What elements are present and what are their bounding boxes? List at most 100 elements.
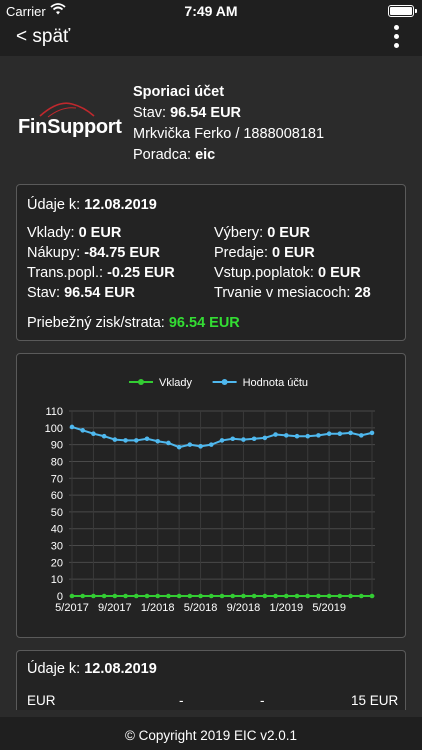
back-button[interactable]: < späť (16, 26, 71, 47)
data-point (112, 593, 118, 599)
y-tick-label: 40 (51, 524, 63, 536)
data-point (337, 593, 343, 599)
data-point (187, 442, 193, 447)
summary-card: Údaje k: 12.08.2019 Vklady: 0 EUR Výbery… (16, 184, 406, 341)
y-tick-label: 20 (51, 557, 63, 569)
data-point (219, 593, 225, 599)
data-point (230, 436, 236, 442)
footer: © Copyright 2019 EIC v2.0.1 (0, 717, 422, 750)
detail-card: Údaje k: 12.08.2019 EUR - - 15 EUR (16, 650, 406, 710)
data-point (133, 593, 139, 599)
data-point (369, 430, 375, 436)
data-point (241, 437, 246, 442)
data-point (316, 593, 321, 599)
data-point (316, 433, 321, 438)
data-point (294, 593, 300, 599)
legend-marker (221, 379, 228, 385)
data-point (187, 593, 193, 599)
y-tick-label: 110 (45, 406, 63, 418)
y-tick-label: 100 (45, 423, 63, 435)
data-point (176, 444, 182, 450)
data-point (208, 593, 214, 599)
data-point (348, 430, 353, 436)
data-point (262, 593, 268, 599)
detail-currency: EUR (27, 693, 56, 708)
data-point (69, 424, 75, 430)
data-point (348, 593, 353, 599)
nav-bar: < späť (0, 22, 422, 56)
y-tick-label: 60 (51, 490, 63, 502)
sales: Predaje: 0 EUR (214, 245, 315, 261)
data-point (230, 593, 236, 599)
y-tick-label: 30 (51, 541, 63, 553)
data-point (369, 593, 375, 599)
logo-text: FinSupport (18, 116, 122, 138)
status-bar: Carrier 7:49 AM (0, 0, 422, 22)
purchases: Nákupy: -84.75 EUR (27, 245, 160, 261)
detail-cell: - (179, 693, 184, 708)
data-point (294, 433, 300, 439)
x-tick-label: 1/2018 (141, 602, 175, 614)
y-tick-label: 70 (51, 473, 63, 485)
y-tick-label: 50 (51, 507, 63, 519)
entry-fee: Vstup.poplatok: 0 EUR (214, 265, 361, 281)
account-profile: FinSupport Sporiaci účet Stav: 96.54 EUR… (0, 80, 422, 170)
x-tick-label: 5/2017 (55, 602, 89, 614)
detail-cell: - (260, 693, 265, 708)
data-point (326, 593, 332, 599)
data-point (283, 593, 289, 599)
clock: 7:49 AM (184, 3, 238, 19)
data-point (251, 593, 257, 599)
data-point (326, 431, 332, 437)
y-tick-label: 10 (51, 574, 63, 586)
data-point (123, 593, 128, 599)
carrier-label: Carrier (6, 4, 46, 19)
data-point (69, 593, 75, 599)
more-menu-icon[interactable] (390, 25, 402, 51)
state: Stav: 96.54 EUR (27, 285, 136, 301)
data-point (337, 431, 343, 437)
duration-months: Trvanie v mesiacoch: 28 (214, 285, 371, 301)
account-value-chart: 0 10 20 30 40 50 60 70 80 90 100 110 5/2017 9/2017 1/2… (45, 377, 375, 614)
data-point (198, 444, 203, 449)
data-point (101, 433, 107, 439)
data-point (358, 593, 364, 599)
x-tick-label: 5/2019 (312, 602, 346, 614)
y-tick-label: 0 (57, 591, 63, 603)
data-point (80, 428, 86, 433)
data-point (273, 593, 278, 599)
data-point (198, 593, 203, 599)
data-point (251, 436, 257, 442)
x-tick-label: 5/2018 (184, 602, 218, 614)
data-point (305, 433, 311, 439)
data-point (101, 593, 107, 599)
data-point (166, 593, 171, 599)
legend-label: Hodnota účtu (243, 377, 308, 389)
data-point (80, 593, 86, 599)
withdrawals: Výbery: 0 EUR (214, 225, 310, 241)
running-profit: Priebežný zisk/strata: 96.54 EUR (27, 315, 240, 331)
transaction-fees: Trans.popl.: -0.25 EUR (27, 265, 175, 281)
legend-marker (138, 379, 144, 385)
copyright-text: © Copyright 2019 EIC v2.0.1 (124, 728, 298, 743)
data-point (166, 440, 171, 446)
y-tick-label: 90 (51, 440, 63, 452)
data-point (144, 436, 150, 442)
x-tick-label: 9/2018 (227, 602, 261, 614)
account-info: Sporiaci účet Stav: 96.54 EUR Mrkvička F… (133, 82, 324, 166)
data-point (155, 438, 161, 444)
data-point (91, 593, 96, 599)
x-tick-label: 1/2019 (269, 602, 303, 614)
account-advisor: Poradca: eic (133, 147, 216, 163)
data-point (241, 593, 246, 599)
data-point (219, 438, 225, 443)
battery-icon (388, 5, 417, 17)
data-point (112, 437, 118, 442)
data-point (262, 435, 268, 441)
detail-date: Údaje k: 12.08.2019 (27, 661, 157, 677)
chart-card: 0 10 20 30 40 50 60 70 80 90 100 110 5/2017 9/2017 1/2… (16, 353, 406, 638)
data-point (144, 593, 150, 599)
detail-amount: 15 EUR (351, 693, 399, 708)
legend-label: Vklady (159, 377, 193, 389)
data-point (273, 432, 278, 437)
